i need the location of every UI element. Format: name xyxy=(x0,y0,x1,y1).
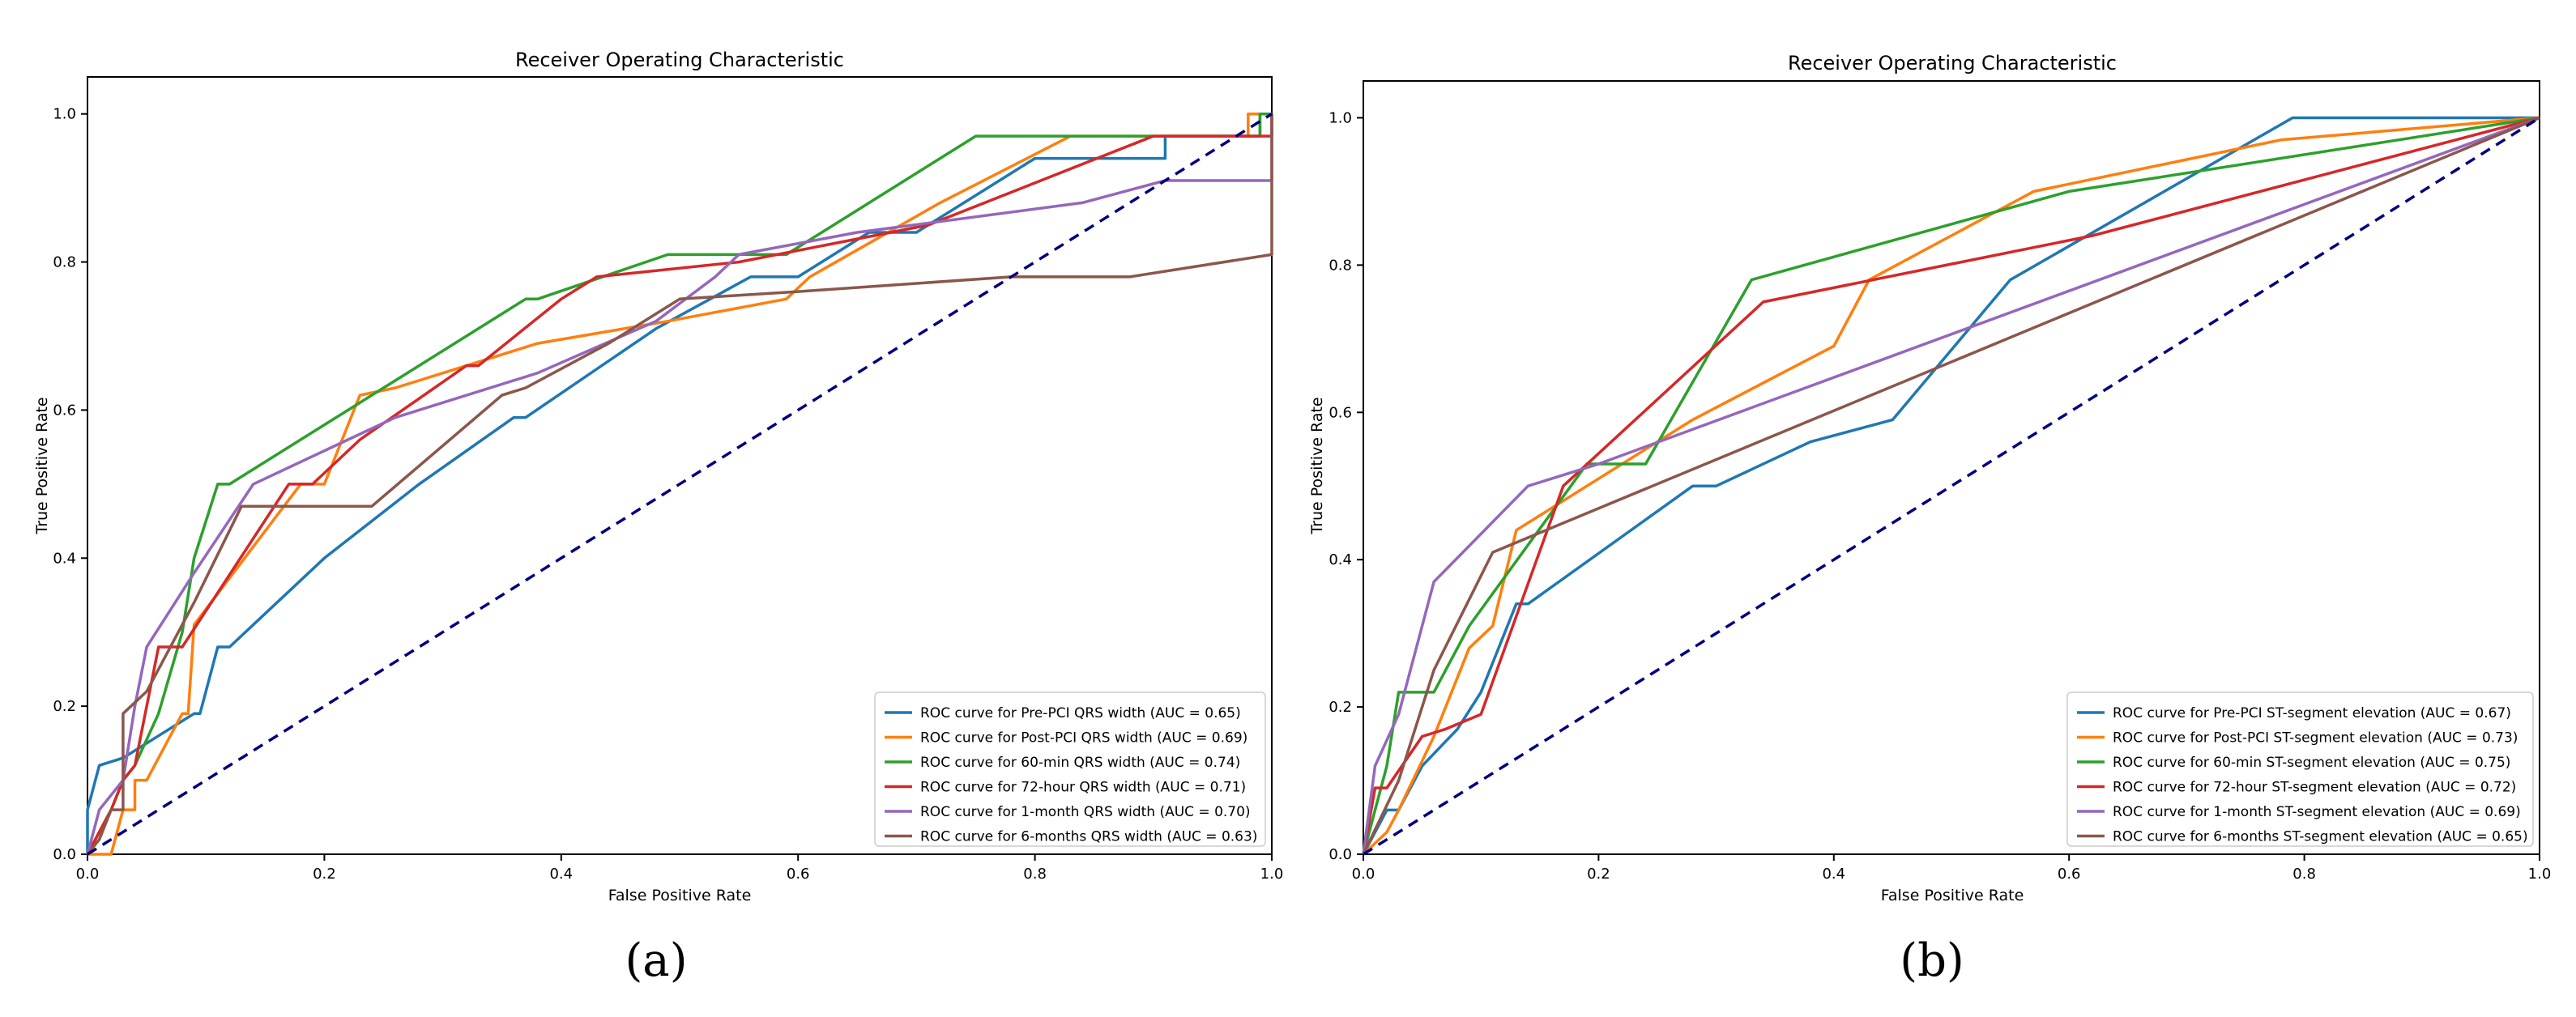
chart-a-x-tick-label: 0.0 xyxy=(76,866,100,883)
chart-a-series-line-post_pci xyxy=(87,112,1272,856)
chart-b-legend-label-post_pci: ROC curve for Post-PCI ST-segment elevat… xyxy=(2113,730,2518,747)
chart-b-panel-label: (b) xyxy=(1900,934,1964,987)
chart-a-y-axis-label: True Positive Rate xyxy=(33,397,51,534)
chart-a-y-tick-label: 0.2 xyxy=(53,698,76,715)
chart-b-y-tick-label: 0.6 xyxy=(1329,404,1352,421)
chart-b-legend-box xyxy=(2066,691,2534,847)
chart-b-curves xyxy=(1362,116,2540,856)
chart-a-y-tick-label: 0.4 xyxy=(53,550,76,567)
chart-b-legend-label-months6: ROC curve for 6-months ST-segment elevat… xyxy=(2113,829,2528,845)
chart-a-x-tick-label: 0.4 xyxy=(549,866,573,883)
chart-a-y-tick-label: 0.6 xyxy=(53,402,76,419)
chart-a-y-tick-label: 1.0 xyxy=(53,106,76,123)
chart-b-y-tick-label: 0.8 xyxy=(1329,257,1352,274)
chart-b-legend-label-min60: ROC curve for 60-min ST-segment elevatio… xyxy=(2113,755,2510,771)
chart-a-legend-label-month1: ROC curve for 1-month QRS width (AUC = 0… xyxy=(920,804,1251,820)
chart-b-x-tick-label: 0.4 xyxy=(1822,866,1845,883)
chart-b-y-tick-label: 0.2 xyxy=(1329,699,1352,716)
chart-a-x-tick-label: 0.6 xyxy=(787,866,810,883)
chart-a-legend-label-min60: ROC curve for 60-min QRS width (AUC = 0.… xyxy=(920,755,1240,771)
chart-a-x-axis-label: False Positive Rate xyxy=(608,887,752,904)
chart-b-legend: ROC curve for Pre-PCI ST-segment elevati… xyxy=(2066,691,2534,847)
chart-a-legend-label-pre_pci: ROC curve for Pre-PCI QRS width (AUC = 0… xyxy=(920,705,1241,721)
chart-b-title: Receiver Operating Characteristic xyxy=(1788,52,2117,74)
chart-b-x-tick-label: 1.0 xyxy=(2528,866,2552,883)
chart-a-legend: ROC curve for Pre-PCI QRS width (AUC = 0… xyxy=(874,691,1266,847)
chart-b-series-line-months6 xyxy=(1362,116,2540,855)
chart-panel-b: Receiver Operating Characteristic 0.0 0.2… xyxy=(1308,52,2551,987)
chart-a-series-line-hour72 xyxy=(86,113,1273,855)
chart-a-y-tick-label: 0.8 xyxy=(53,254,76,271)
chart-a-curves xyxy=(86,112,1273,856)
chart-b-y-tick-label: 0.4 xyxy=(1329,551,1352,568)
chart-a-diagonal-reference-line xyxy=(87,113,1273,856)
chart-b-series-line-post_pci xyxy=(1362,116,2540,856)
chart-b-x-tick-label: 0.6 xyxy=(2058,866,2081,883)
chart-a-title: Receiver Operating Characteristic xyxy=(515,49,844,71)
chart-b-x-tick-label: 0.8 xyxy=(2292,866,2316,883)
chart-b-series-line-min60 xyxy=(1362,116,2540,855)
chart-b-legend-label-pre_pci: ROC curve for Pre-PCI ST-segment elevati… xyxy=(2113,705,2511,721)
chart-a-x-tick-label: 1.0 xyxy=(1260,866,1284,883)
chart-a-x-tick-label: 0.2 xyxy=(313,866,336,883)
chart-a-legend-label-months6: ROC curve for 6-months QRS width (AUC = … xyxy=(920,829,1257,845)
chart-a-legend-box xyxy=(874,691,1266,847)
chart-panel-a: Receiver Operating Characteristic 0.0 0.2… xyxy=(33,49,1283,987)
chart-a-x-tick-label: 0.8 xyxy=(1023,866,1047,883)
chart-a-series-line-months6 xyxy=(86,113,1273,856)
chart-b-x-tick-label: 0.2 xyxy=(1587,866,1610,883)
chart-b-ticks: 0.0 0.2 0.4 0.6 0.8 1.0 0.0 0.2 0.4 0.6 0.8 1.0 xyxy=(1329,109,2551,883)
chart-a-legend-label-post_pci: ROC curve for Post-PCI QRS width (AUC = … xyxy=(920,730,1247,747)
chart-a-series-line-month1 xyxy=(86,113,1273,855)
chart-b-y-axis-label: True Positive Rate xyxy=(1308,397,1326,534)
chart-b-y-tick-label: 1.0 xyxy=(1329,109,1352,126)
chart-b-x-tick-label: 0.0 xyxy=(1352,866,1375,883)
chart-b-x-axis-label: False Positive Rate xyxy=(1881,887,2024,904)
chart-b-legend-label-hour72: ROC curve for 72-hour ST-segment elevati… xyxy=(2113,780,2516,796)
chart-a-legend-label-hour72: ROC curve for 72-hour QRS width (AUC = 0… xyxy=(920,780,1246,796)
chart-b-series-line-month1 xyxy=(1362,116,2540,855)
chart-a-ticks: 0.0 0.2 0.4 0.6 0.8 1.0 0.0 0.2 0.4 0.6 0.8 1.0 xyxy=(53,106,1283,883)
chart-b-legend-label-month1: ROC curve for 1-month ST-segment elevati… xyxy=(2113,804,2521,820)
chart-a-panel-label: (a) xyxy=(625,934,687,987)
chart-a-y-tick-label: 0.0 xyxy=(53,846,76,863)
chart-b-series-line-hour72 xyxy=(1362,116,2540,855)
chart-a-series-line-pre_pci xyxy=(86,112,1272,854)
chart-b-y-tick-label: 0.0 xyxy=(1329,846,1352,863)
